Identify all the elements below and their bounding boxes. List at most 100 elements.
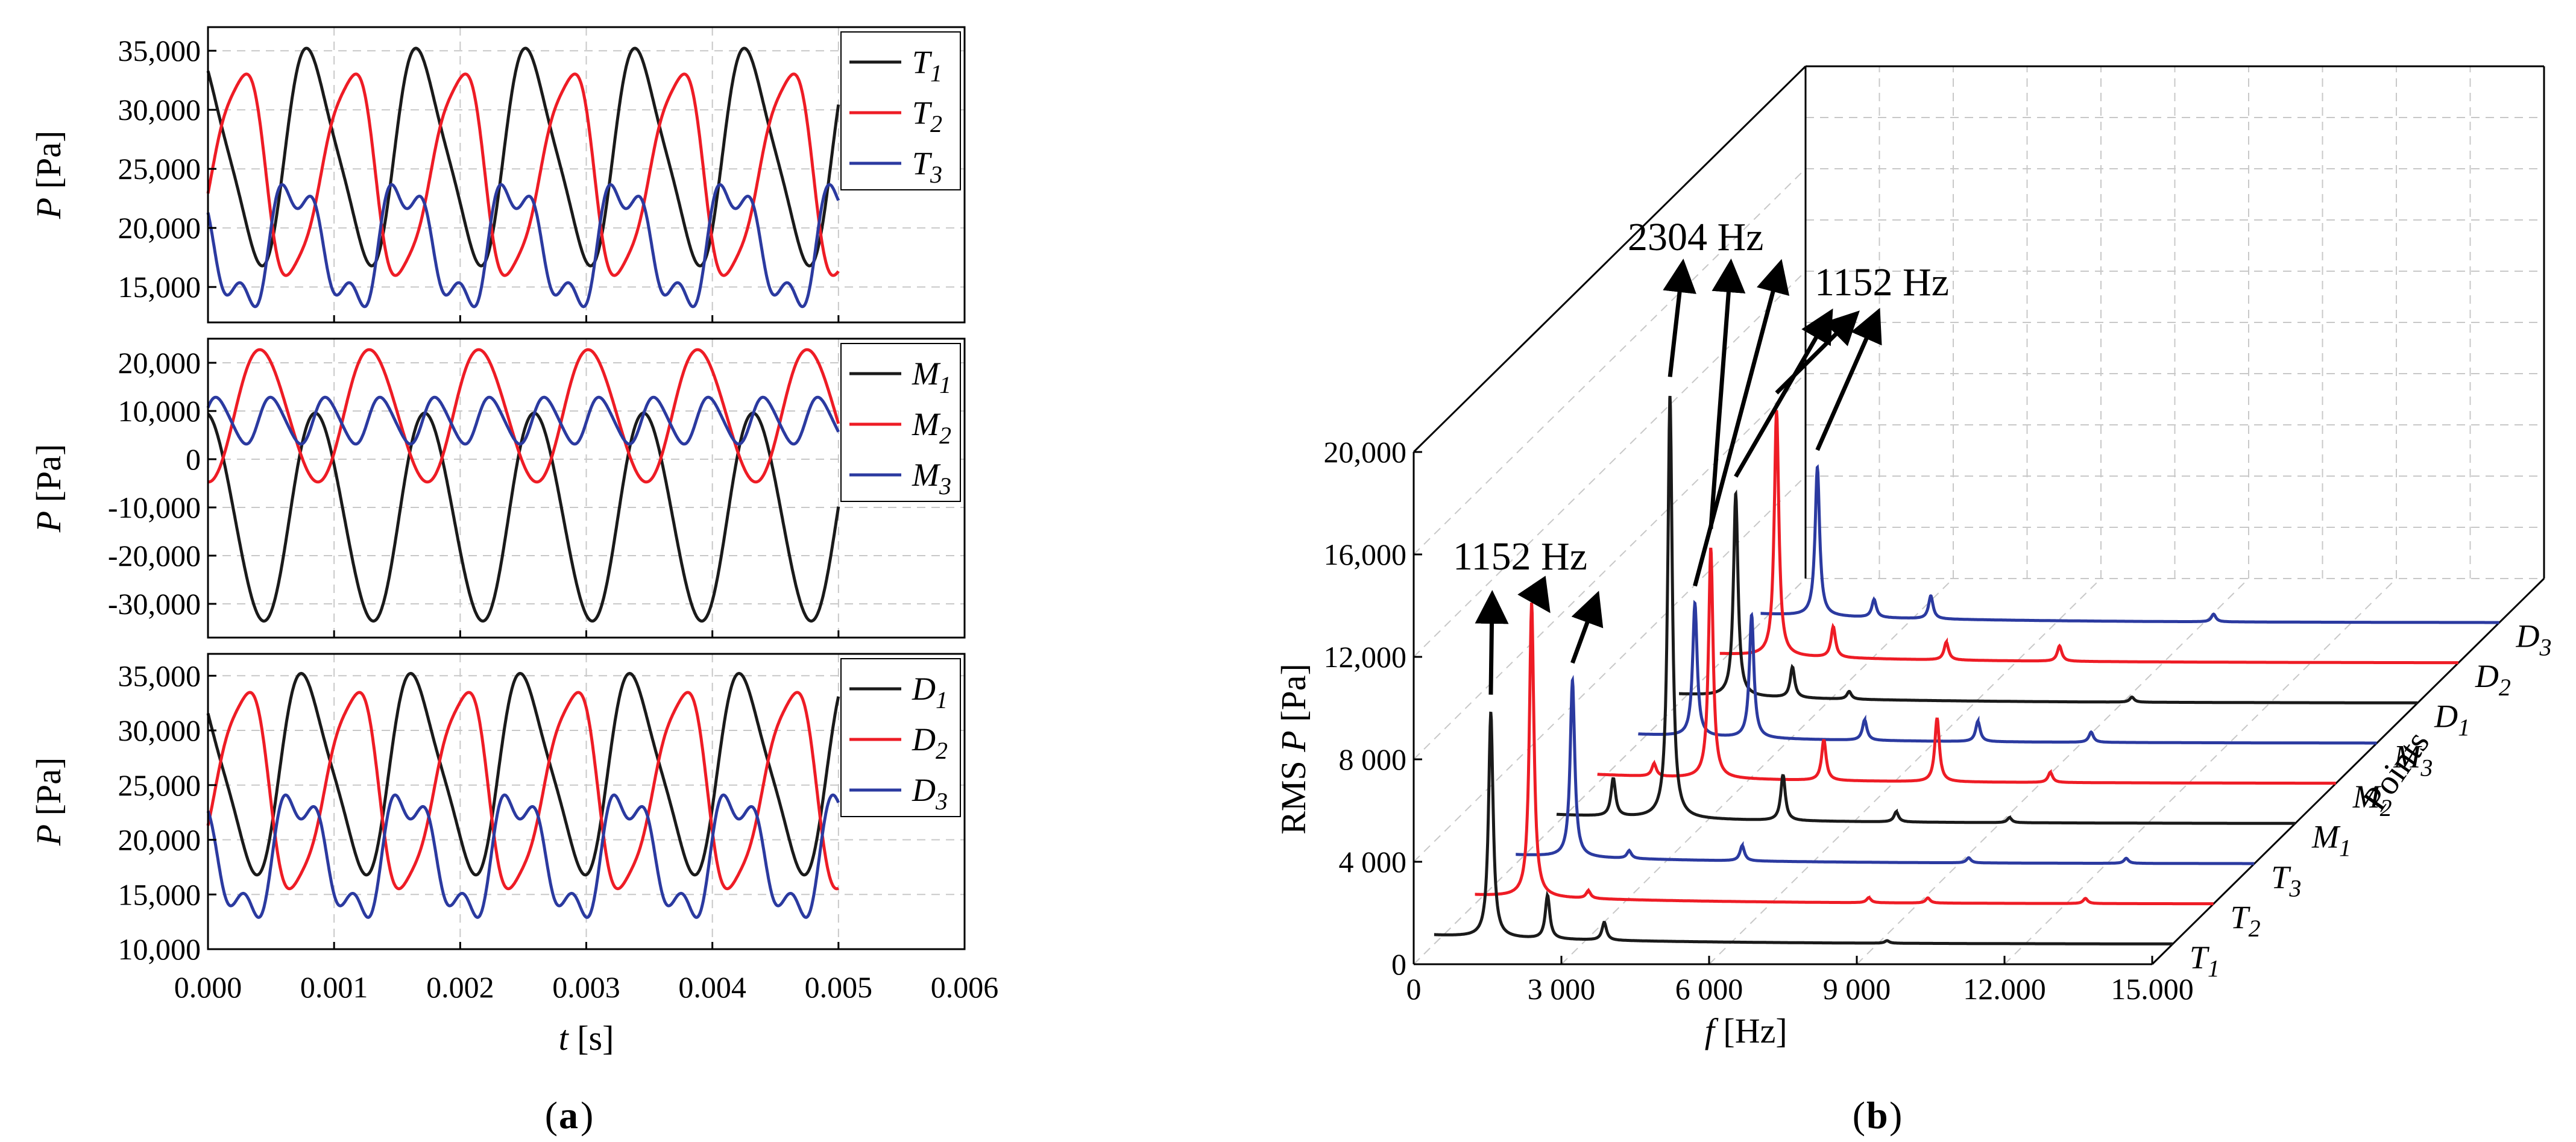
series-line-d2 bbox=[206, 691, 839, 891]
point-label-m2: M2 bbox=[2352, 779, 2392, 821]
legend: T1 T2 T3 bbox=[840, 31, 961, 190]
x-tick-label: 0.006 bbox=[931, 970, 999, 1004]
point-label-d3: D3 bbox=[2516, 618, 2552, 660]
legend-entry-m2: M2 bbox=[912, 406, 951, 449]
series-line-m3 bbox=[206, 395, 840, 446]
annotation-arrow bbox=[1815, 307, 1882, 451]
annotation-arrow bbox=[1693, 259, 1790, 587]
spectrum-m3 bbox=[1638, 600, 2377, 745]
x-tick-label: 6 000 bbox=[1675, 972, 1743, 1006]
side-grid-line bbox=[1413, 373, 1806, 760]
annotation-arrow bbox=[1775, 310, 1860, 395]
point-label-t3: T3 bbox=[2271, 859, 2301, 902]
floor-grid-line bbox=[1708, 578, 2102, 965]
series-line-d3 bbox=[206, 793, 840, 919]
subplot-2: -30,000 -20,000 -10,000 0 10,000 20,000 P [Pa]… bbox=[29, 337, 966, 639]
floor-grid-line bbox=[2004, 578, 2397, 965]
y-tick-label: 30,000 bbox=[118, 714, 201, 747]
y-axis-label: P [Pa] bbox=[29, 758, 68, 847]
side-grid-line bbox=[1413, 271, 1806, 657]
axes-box bbox=[1412, 65, 2545, 965]
caption-b-letter: b bbox=[1866, 1094, 1888, 1137]
point-label-d2: D2 bbox=[2475, 658, 2511, 701]
side-grid-line bbox=[1413, 578, 1806, 965]
series-line-m1 bbox=[207, 411, 840, 623]
svg-text:): ) bbox=[1889, 1094, 1902, 1137]
x-tick-label: 9 000 bbox=[1823, 972, 1891, 1006]
x-axis-label: f [Hz] bbox=[1705, 1011, 1787, 1050]
point-label-t2: T2 bbox=[2231, 899, 2261, 942]
legend-entry-d1: D1 bbox=[912, 671, 948, 714]
subplot-3: 10,000 15,000 20,000 25,000 30,000 35,000 P [P… bbox=[29, 653, 966, 966]
x-tick-label: 0.000 bbox=[174, 970, 242, 1004]
y-tick-label: 20,000 bbox=[118, 211, 201, 245]
spectrum-m2 bbox=[1597, 547, 2336, 785]
y-tick-label: 0 bbox=[1391, 947, 1406, 981]
floor-grid-line bbox=[1561, 578, 1954, 965]
annotation-label: 1152 Hz bbox=[1453, 535, 1587, 579]
y-tick-label: 25,000 bbox=[118, 152, 201, 186]
y-tick-label: 10,000 bbox=[118, 394, 201, 428]
series-line-t1 bbox=[206, 46, 840, 268]
y-tick-label: 4 000 bbox=[1339, 845, 1407, 879]
y-tick-label: 15,000 bbox=[118, 270, 201, 304]
point-label-d1: D1 bbox=[2434, 698, 2470, 741]
x-tick-label: 0.001 bbox=[300, 970, 368, 1004]
box-edge bbox=[1412, 65, 1807, 453]
subplot-1: 15,000 20,000 25,000 30,000 35,000 P [Pa] T1 T2… bbox=[29, 26, 966, 324]
spectrum-m1 bbox=[1556, 395, 2295, 825]
peak-annotation-2: 2304 Hz bbox=[1628, 215, 1790, 587]
caption-a: ( a ) bbox=[545, 1094, 594, 1137]
annotation-label: 2304 Hz bbox=[1628, 215, 1763, 259]
svg-text:): ) bbox=[581, 1094, 593, 1137]
spectrum-t2 bbox=[1475, 602, 2214, 906]
annotation-arrow bbox=[1570, 591, 1604, 664]
annotation-arrow bbox=[1708, 259, 1746, 529]
legend: D1 D2 D3 bbox=[840, 658, 961, 817]
legend-entry-m3: M3 bbox=[912, 457, 951, 500]
series-line-t2 bbox=[206, 72, 840, 277]
y-tick-label: 20,000 bbox=[118, 346, 201, 380]
legend-entry-t3: T3 bbox=[912, 145, 942, 188]
y-tick-label: 25,000 bbox=[118, 768, 201, 802]
panel-a-time-series: 15,000 20,000 25,000 30,000 35,000 P [Pa] T1 T2… bbox=[29, 26, 999, 1058]
y-tick-label: 0 bbox=[186, 442, 201, 476]
y-tick-label: 35,000 bbox=[118, 34, 201, 67]
series-line-d1 bbox=[206, 671, 840, 877]
svg-text:(: ( bbox=[1853, 1094, 1865, 1137]
legend-entry-m1: M1 bbox=[912, 356, 951, 398]
point-label-m1: M1 bbox=[2311, 819, 2351, 862]
point-label-m3: M3 bbox=[2393, 738, 2433, 781]
point-label-t1: T1 bbox=[2190, 940, 2220, 982]
annotation-arrow bbox=[1663, 259, 1696, 377]
back-wall-grid bbox=[1413, 66, 2545, 965]
peak-annotation-1: 1152 Hz bbox=[1453, 535, 1604, 695]
y-tick-label: -30,000 bbox=[108, 587, 201, 621]
y-axis-label: RMS P [Pa] bbox=[1274, 664, 1313, 835]
y-tick-label: 20,000 bbox=[1324, 435, 1407, 469]
legend-entry-d2: D2 bbox=[912, 721, 948, 764]
series-line-m2 bbox=[208, 348, 840, 484]
y-tick-label: 20,000 bbox=[118, 823, 201, 857]
series-line-t3 bbox=[206, 183, 840, 309]
x-axis-label: t [s] bbox=[559, 1018, 614, 1058]
y-tick-label: 16,000 bbox=[1324, 538, 1407, 571]
x-tick-label: 0.004 bbox=[678, 970, 746, 1004]
legend-entry-t2: T2 bbox=[912, 95, 942, 137]
spectrum-d1 bbox=[1679, 489, 2418, 704]
side-grid-line bbox=[1413, 168, 1806, 555]
y-tick-label: 8 000 bbox=[1339, 742, 1407, 776]
x-tick-label: 3 000 bbox=[1528, 972, 1596, 1006]
annotation-arrow bbox=[1734, 308, 1833, 478]
y-tick-label: 30,000 bbox=[118, 93, 201, 127]
caption-b: ( b ) bbox=[1853, 1094, 1903, 1137]
legend-entry-t1: T1 bbox=[912, 44, 942, 87]
svg-text:(: ( bbox=[545, 1094, 558, 1137]
peak-annotation-3: 1152 Hz bbox=[1734, 260, 1949, 478]
legend-entry-d3: D3 bbox=[912, 772, 948, 815]
y-tick-label: 35,000 bbox=[118, 659, 201, 692]
legend-box bbox=[840, 31, 961, 190]
y-tick-label: 12,000 bbox=[1324, 640, 1407, 674]
spectrum-t3 bbox=[1516, 674, 2255, 865]
